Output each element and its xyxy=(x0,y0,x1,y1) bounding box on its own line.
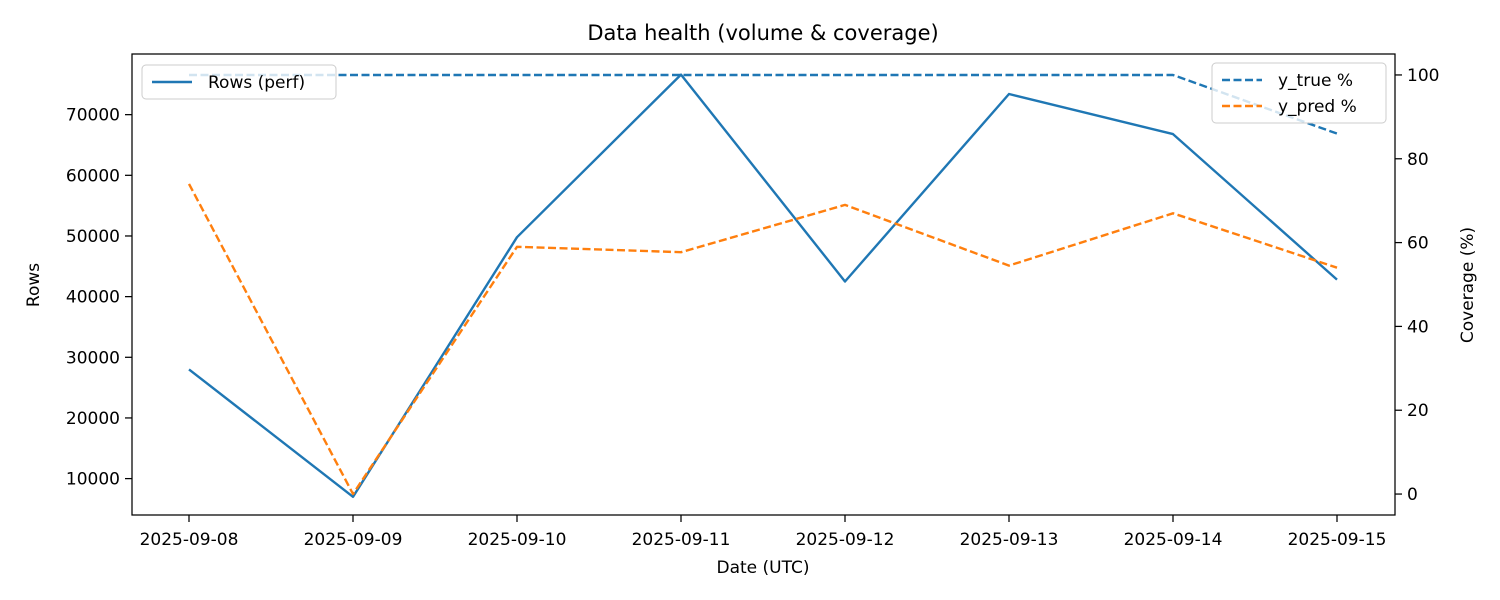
x-tick-label: 2025-09-10 xyxy=(468,530,567,550)
y-tick-label: 60000 xyxy=(66,166,120,186)
x-tick-label: 2025-09-14 xyxy=(1124,530,1223,550)
legend-label: y_true % xyxy=(1278,71,1353,91)
right-axis-ticks: 0 20 40 60 80 100 xyxy=(1395,66,1439,505)
legend-label: y_pred % xyxy=(1278,97,1357,117)
y-tick-label: 70000 xyxy=(66,106,120,126)
y-tick-label: 10000 xyxy=(66,470,120,490)
plot-frame xyxy=(131,53,1396,516)
x-tick-label: 2025-09-09 xyxy=(304,530,403,550)
y-axis-label-left: Rows xyxy=(24,263,44,307)
x-tick-label: 2025-09-15 xyxy=(1288,530,1387,550)
legend-box xyxy=(141,64,337,100)
y-tick-label: 50000 xyxy=(66,227,120,247)
y-tick-label: 40000 xyxy=(66,288,120,308)
legend-left: Rows (perf) xyxy=(141,64,337,100)
y2-tick-label: 80 xyxy=(1407,150,1429,170)
series-line-0 xyxy=(188,73,1338,498)
legend-box xyxy=(1211,62,1387,124)
x-axis-label: Date (UTC) xyxy=(716,558,809,578)
y2-tick-label: 40 xyxy=(1407,317,1429,337)
y2-tick-label: 0 xyxy=(1407,485,1418,505)
series-line-1 xyxy=(189,73,1338,135)
x-tick-label: 2025-09-08 xyxy=(140,530,239,550)
series-line-2 xyxy=(187,183,1338,496)
y2-tick-label: 20 xyxy=(1407,401,1429,421)
chart-title: Data health (volume & coverage) xyxy=(587,21,938,45)
y-tick-label: 30000 xyxy=(66,348,120,368)
y2-tick-label: 60 xyxy=(1407,234,1429,254)
legend-label: Rows (perf) xyxy=(208,73,305,93)
y-axis-label-right: Coverage (%) xyxy=(1458,227,1478,343)
left-axis-ticks: 10000 20000 30000 40000 50000 60000 70000 xyxy=(66,106,132,490)
series-lines xyxy=(187,73,1338,498)
y2-tick-label: 100 xyxy=(1407,66,1439,86)
x-tick-label: 2025-09-11 xyxy=(632,530,731,550)
y-tick-label: 20000 xyxy=(66,409,120,429)
legend-right: y_true % y_pred % xyxy=(1211,62,1387,124)
x-axis-ticks: 2025-09-08 2025-09-09 2025-09-10 2025-09-11… xyxy=(140,515,1387,550)
x-tick-label: 2025-09-13 xyxy=(960,530,1059,550)
x-tick-label: 2025-09-12 xyxy=(796,530,895,550)
